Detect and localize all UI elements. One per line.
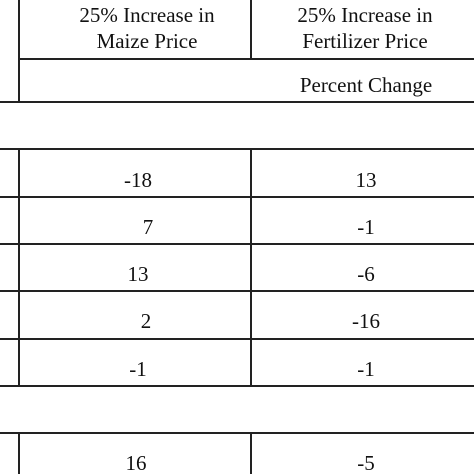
row-rule: [0, 196, 474, 198]
row-rule: [0, 290, 474, 292]
left-border: [18, 148, 20, 386]
row-rule: [0, 432, 474, 434]
table-cell: -5: [357, 451, 375, 475]
row-rule: [0, 385, 474, 387]
header-fertilizer-line2: Fertilizer Price: [302, 29, 428, 53]
table-cell: 2: [140, 309, 152, 333]
table-cell: -1: [129, 357, 147, 381]
header-maize-line2: Maize Price: [96, 29, 198, 53]
left-border: [18, 0, 20, 102]
table-cell: -16: [352, 309, 380, 333]
table-cell: -6: [357, 262, 375, 286]
table-cell: -18: [124, 168, 152, 192]
table-cell: 13: [355, 168, 377, 192]
column-divider: [250, 0, 252, 58]
column-divider: [250, 148, 252, 386]
header-rule: [0, 101, 474, 103]
table-cell: -1: [357, 357, 375, 381]
table-cell: 7: [142, 215, 154, 239]
table-cell: 16: [125, 451, 147, 475]
row-rule: [0, 338, 474, 340]
column-divider: [250, 432, 252, 474]
header-rule: [18, 58, 474, 60]
header-fertilizer-line1: 25% Increase in: [297, 3, 433, 27]
table-cell: -1: [357, 215, 375, 239]
row-rule: [0, 243, 474, 245]
header-maize-line1: 25% Increase in: [79, 3, 215, 27]
left-border: [18, 432, 20, 474]
units-label: Percent Change: [299, 73, 433, 97]
row-rule: [0, 148, 474, 150]
table-cell: 13: [127, 262, 149, 286]
